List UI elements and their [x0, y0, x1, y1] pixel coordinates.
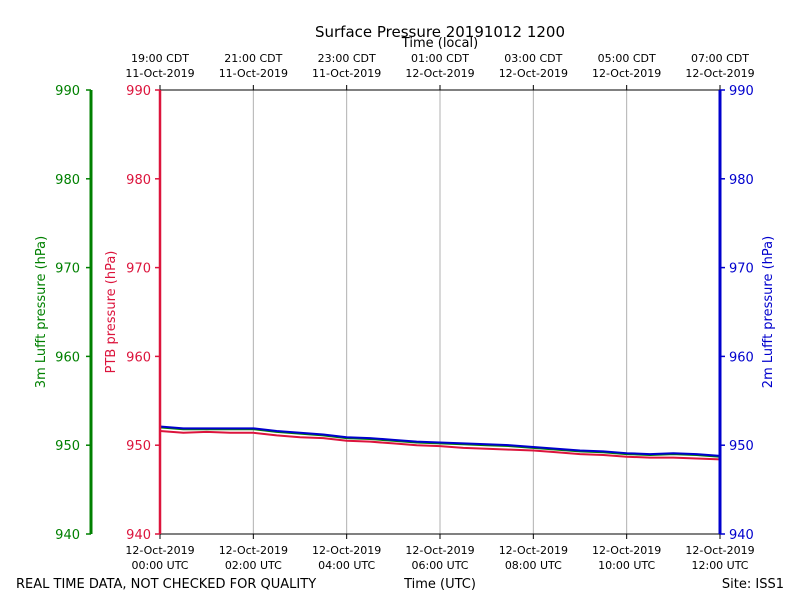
- x-tick-label-date: 12-Oct-2019: [125, 544, 194, 557]
- x-tick-label-time: 02:00 UTC: [225, 559, 282, 572]
- x-tick-label-time: 12:00 UTC: [691, 559, 748, 572]
- y-axis-label-ptb: PTB pressure (hPa): [104, 251, 119, 374]
- x-tick-label-date: 12-Oct-2019: [405, 544, 474, 557]
- y-tick-label-2m-lufft: 980: [729, 173, 754, 188]
- y-tick-label-ptb: 940: [126, 528, 151, 543]
- x-tick-label-date: 12-Oct-2019: [499, 544, 568, 557]
- top-tick-label-time: 01:00 CDT: [411, 52, 469, 65]
- y-tick-label-3m-lufft: 940: [55, 528, 80, 543]
- series-line-2m-lufft-pressure: [159, 425, 721, 457]
- grid-layer: [252, 90, 628, 534]
- x-tick-label-time: 00:00 UTC: [131, 559, 188, 572]
- top-tick-label-time: 03:00 CDT: [504, 52, 562, 65]
- y-tick-label-2m-lufft: 950: [729, 439, 754, 454]
- top-tick-label-date: 12-Oct-2019: [499, 67, 568, 80]
- top-tick-label-date: 12-Oct-2019: [405, 67, 474, 80]
- x-tick-label-time: 04:00 UTC: [318, 559, 375, 572]
- top-tick-label-date: 12-Oct-2019: [592, 67, 661, 80]
- top-axis-label: Time (local): [401, 36, 478, 51]
- top-tick-label-time: 21:00 CDT: [224, 52, 282, 65]
- y-tick-label-ptb: 980: [126, 173, 151, 188]
- top-tick-label-time: 23:00 CDT: [318, 52, 376, 65]
- chart-title: Surface Pressure 20191012 1200: [315, 23, 565, 41]
- top-tick-label-date: 11-Oct-2019: [125, 67, 194, 80]
- y-tick-label-3m-lufft: 990: [55, 84, 80, 99]
- top-tick-label-date: 12-Oct-2019: [685, 67, 754, 80]
- y-tick-label-ptb: 950: [126, 439, 151, 454]
- series-layer: [159, 425, 721, 461]
- x-tick-label-time: 06:00 UTC: [411, 559, 468, 572]
- y-tick-label-ptb: 990: [126, 84, 151, 99]
- x-tick-label-time: 08:00 UTC: [505, 559, 562, 572]
- top-tick-label-time: 19:00 CDT: [131, 52, 189, 65]
- y-tick-label-ptb: 960: [126, 350, 151, 365]
- y-axis-label-2m-lufft: 2m Lufft pressure (hPa): [761, 236, 776, 388]
- top-tick-label-date: 11-Oct-2019: [219, 67, 288, 80]
- quality-disclaimer: REAL TIME DATA, NOT CHECKED FOR QUALITY: [16, 577, 316, 592]
- y-tick-label-3m-lufft: 970: [55, 262, 80, 277]
- y-tick-label-3m-lufft: 950: [55, 439, 80, 454]
- y-tick-label-2m-lufft: 990: [729, 84, 754, 99]
- y-tick-label-ptb: 970: [126, 262, 151, 277]
- axis-layer: 12-Oct-2019 00:00 UTC 12-Oct-2019 02:00 UTC…: [55, 52, 754, 572]
- y-tick-label-2m-lufft: 970: [729, 262, 754, 277]
- y-tick-label-2m-lufft: 960: [729, 350, 754, 365]
- y-tick-label-2m-lufft: 940: [729, 528, 754, 543]
- x-axis-label: Time (UTC): [403, 577, 476, 592]
- y-tick-label-3m-lufft: 960: [55, 350, 80, 365]
- x-tick-label-date: 12-Oct-2019: [312, 544, 381, 557]
- site-label: Site: ISS1: [722, 577, 784, 592]
- y-tick-label-3m-lufft: 980: [55, 173, 80, 188]
- x-tick-label-time: 10:00 UTC: [598, 559, 655, 572]
- top-tick-label-time: 05:00 CDT: [598, 52, 656, 65]
- y-axis-label-3m-lufft: 3m Lufft pressure (hPa): [34, 236, 49, 388]
- series-line-ptb-pressure: [159, 429, 721, 461]
- top-tick-label-date: 11-Oct-2019: [312, 67, 381, 80]
- top-tick-label-time: 07:00 CDT: [691, 52, 749, 65]
- x-tick-label-date: 12-Oct-2019: [219, 544, 288, 557]
- x-tick-label-date: 12-Oct-2019: [592, 544, 661, 557]
- x-tick-label-date: 12-Oct-2019: [685, 544, 754, 557]
